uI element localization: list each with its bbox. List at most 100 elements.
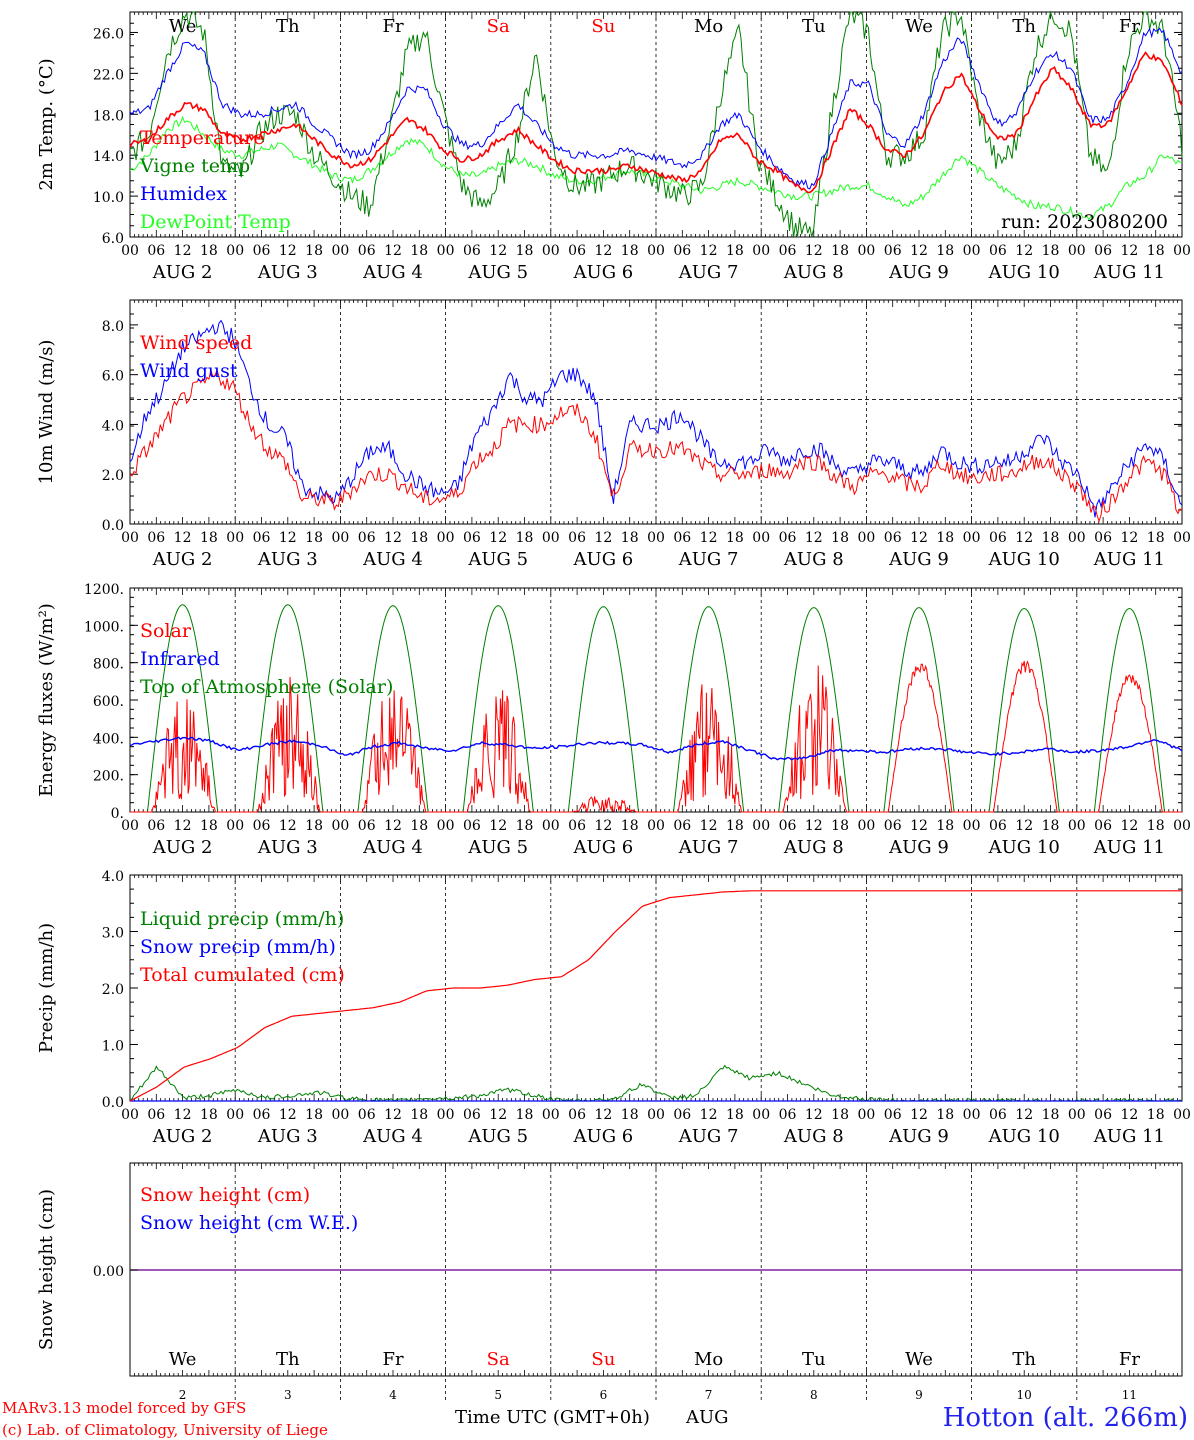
hour-tick-label: 06 [568, 1107, 586, 1123]
footer-lab-credit: (c) Lab. of Climatology, University of L… [2, 1421, 328, 1439]
hour-tick-label: 00 [857, 530, 875, 546]
hour-tick-label: 18 [516, 243, 534, 259]
hour-tick-label: 12 [594, 530, 612, 546]
hour-tick-label: 06 [568, 818, 586, 834]
hour-tick-label: 00 [1068, 243, 1086, 259]
date-label: AUG 3 [257, 262, 318, 283]
day-number-label: 7 [705, 1388, 713, 1402]
series-line-humidex [129, 27, 1183, 190]
weekday-label: Su [591, 1349, 615, 1370]
date-label: AUG 8 [783, 837, 844, 858]
footer-month: AUG [685, 1407, 729, 1428]
series-line-vigne-temp [129, 10, 1183, 238]
hour-tick-label: 06 [884, 1107, 902, 1123]
date-label: AUG 9 [888, 1126, 949, 1147]
hour-tick-label: 12 [279, 818, 297, 834]
hour-tick-label: 06 [1094, 1107, 1112, 1123]
hour-tick-label: 12 [700, 818, 718, 834]
date-label: AUG 8 [783, 1126, 844, 1147]
hour-tick-label: 18 [305, 530, 323, 546]
y-tick-label: 10.0 [93, 190, 124, 206]
hour-tick-label: 06 [463, 818, 481, 834]
hour-tick-label: 12 [174, 1107, 192, 1123]
legend-entry: Wind gust [140, 360, 238, 382]
hour-tick-label: 12 [805, 818, 823, 834]
hour-tick-label: 06 [568, 530, 586, 546]
hour-tick-label: 12 [910, 1107, 928, 1123]
date-label: AUG 3 [257, 1126, 318, 1147]
hour-tick-label: 12 [805, 243, 823, 259]
hour-tick-label: 00 [752, 243, 770, 259]
hour-tick-label: 12 [1015, 530, 1033, 546]
hour-tick-label: 12 [700, 243, 718, 259]
legend-entry: Temperature [140, 127, 264, 149]
weekday-label: Mo [694, 1349, 723, 1370]
legend-entry: Top of Atmosphere (Solar) [140, 676, 393, 698]
y-tick-label: 4.0 [102, 869, 124, 885]
series-line-temperature [129, 51, 1183, 194]
panel-frame [129, 299, 1183, 525]
weekday-label: Th [276, 16, 300, 37]
hour-tick-label: 00 [1173, 530, 1191, 546]
hour-tick-label: 06 [673, 818, 691, 834]
hour-tick-label: 18 [410, 530, 428, 546]
hour-tick-label: 12 [489, 1107, 507, 1123]
hour-tick-label: 18 [200, 243, 218, 259]
hour-tick-label: 12 [594, 818, 612, 834]
hour-tick-label: 00 [121, 530, 139, 546]
hour-tick-label: 00 [226, 818, 244, 834]
hour-tick-label: 18 [621, 243, 639, 259]
hour-tick-label: 00 [1068, 818, 1086, 834]
date-label: AUG 9 [888, 262, 949, 283]
series-line-wind-gust [129, 319, 1183, 518]
hour-tick-label: 00 [437, 243, 455, 259]
panel-4: 0.0 1.0 2.0 3.0 4.0 Precip (mm/h) Liquid preci… [36, 869, 1191, 1147]
hour-tick-label: 18 [621, 1107, 639, 1123]
hour-tick-label: 12 [700, 1107, 718, 1123]
hour-tick-label: 06 [989, 1107, 1007, 1123]
y-tick-label: 0. [111, 806, 124, 822]
hour-tick-label: 18 [410, 1107, 428, 1123]
hour-tick-label: 00 [226, 530, 244, 546]
hour-tick-label: 18 [305, 818, 323, 834]
date-label: AUG 6 [573, 1126, 634, 1147]
date-label: AUG 7 [678, 262, 739, 283]
y-tick-label: 4.0 [102, 418, 124, 434]
date-label: AUG 4 [362, 1126, 423, 1147]
footer-model-credit: MARv3.13 model forced by GFS [2, 1399, 246, 1417]
hour-tick-label: 18 [1042, 243, 1060, 259]
hour-tick-label: 18 [200, 1107, 218, 1123]
legend-entry: Vigne temp [139, 155, 250, 177]
hour-tick-label: 12 [1120, 1107, 1138, 1123]
hour-tick-label: 00 [331, 243, 349, 259]
y-tick-label: 1.0 [102, 1039, 124, 1055]
hour-tick-label: 12 [174, 243, 192, 259]
date-label: AUG 7 [678, 837, 739, 858]
date-label: AUG 3 [257, 549, 318, 570]
date-label: AUG 6 [573, 549, 634, 570]
weekday-label: Tu [802, 16, 826, 37]
hour-tick-label: 00 [542, 243, 560, 259]
hour-tick-label: 00 [647, 1107, 665, 1123]
panel-frame [129, 587, 1183, 813]
hour-tick-label: 18 [621, 530, 639, 546]
hour-tick-label: 06 [989, 818, 1007, 834]
date-label: AUG 10 [988, 837, 1060, 858]
hour-tick-label: 18 [936, 1107, 954, 1123]
hour-tick-label: 18 [1147, 1107, 1165, 1123]
hour-tick-label: 06 [1094, 243, 1112, 259]
hour-tick-label: 12 [384, 1107, 402, 1123]
hour-tick-label: 00 [121, 818, 139, 834]
hour-tick-label: 06 [1094, 530, 1112, 546]
date-label: AUG 6 [573, 837, 634, 858]
hour-tick-label: 18 [936, 243, 954, 259]
hour-tick-label: 00 [963, 818, 981, 834]
date-label: AUG 6 [573, 262, 634, 283]
hour-tick-label: 00 [542, 818, 560, 834]
hour-tick-label: 18 [1147, 530, 1165, 546]
weekday-label: Mo [694, 16, 723, 37]
weekday-label: Fr [382, 1349, 403, 1370]
y-axis-label: Energy fluxes (W/m²) [36, 603, 57, 797]
hour-tick-label: 00 [226, 1107, 244, 1123]
